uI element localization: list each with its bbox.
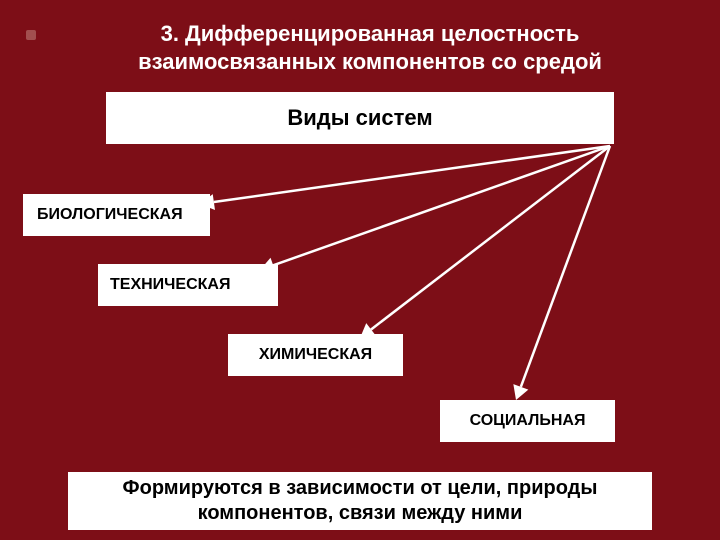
system-type-box: БИОЛОГИЧЕСКАЯ [23, 194, 210, 236]
subtitle-box: Виды систем [106, 92, 614, 144]
system-type-box: СОЦИАЛЬНАЯ [440, 400, 615, 442]
system-type-box: ТЕХНИЧЕСКАЯ [98, 264, 278, 306]
system-type-box: ХИМИЧЕСКАЯ [228, 334, 403, 376]
slide-title: 3. Дифференцированная целостность взаимо… [0, 20, 720, 75]
footer-box: Формируются в зависимости от цели, приро… [68, 472, 652, 530]
